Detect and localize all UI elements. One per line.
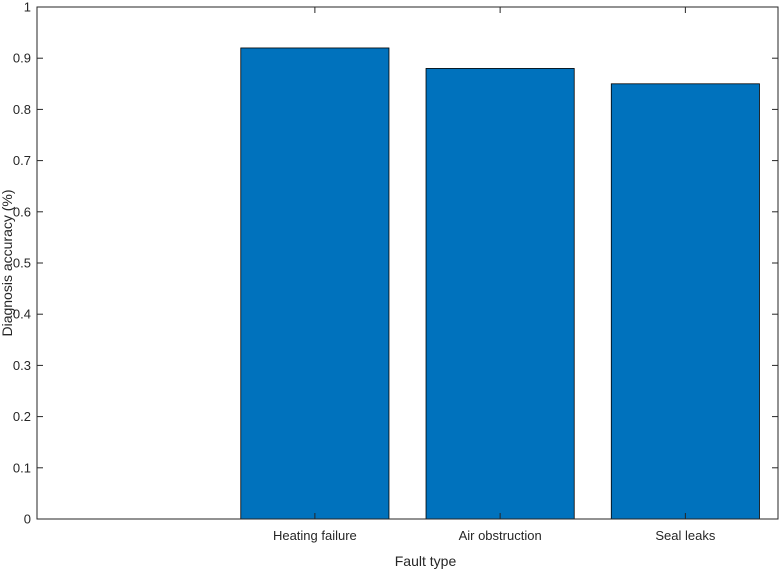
y-axis-title: Diagnosis accuracy (%) [0, 189, 15, 336]
bar-heating-failure [240, 47, 390, 520]
y-tick-label: 0.5 [13, 256, 31, 271]
y-tick-label: 0 [24, 512, 31, 527]
y-tick-label: 0.4 [13, 307, 31, 322]
y-tick-label: 1 [24, 0, 31, 15]
y-tick-label: 0.8 [13, 102, 31, 117]
y-tick-label: 0.3 [13, 358, 31, 373]
x-tick-label: Air obstruction [459, 528, 542, 543]
y-ticks-group: 0 0.1 0.2 0.3 0.4 0.5 0.6 0.7 0.8 0.9 1 [13, 0, 778, 527]
y-tick-label: 0.1 [13, 460, 31, 475]
bar-seal-leaks [610, 83, 760, 520]
y-tick-label: 0.2 [13, 409, 31, 424]
y-tick-label: 0.9 [13, 51, 31, 66]
x-axis-title: Fault type [395, 553, 457, 569]
x-tick-label: Heating failure [273, 528, 357, 543]
y-tick-label: 0.6 [13, 204, 31, 219]
x-tick-label: Seal leaks [655, 528, 715, 543]
x-ticks-group: Heating failure Air obstruction Seal leaks [273, 7, 716, 543]
y-tick-label: 0.7 [13, 153, 31, 168]
bars-group [240, 47, 760, 520]
bar-air-obstruction [425, 68, 575, 520]
